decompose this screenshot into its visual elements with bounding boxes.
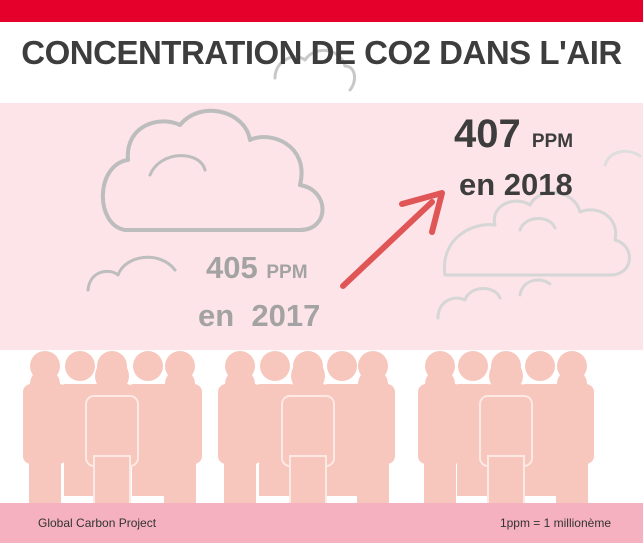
footer-bar: Global Carbon Project 1ppm = 1 millionèm… [0, 503, 643, 543]
value-2018: 407 PPM [454, 112, 573, 157]
cloud-icon [443, 190, 631, 277]
cloud-icon [100, 108, 325, 232]
value-2017-number: 405 [206, 250, 258, 285]
footer-source: Global Carbon Project [38, 516, 157, 530]
page-title: CONCENTRATION DE CO2 DANS L'AIR [21, 34, 622, 71]
cloud-icon [273, 49, 357, 92]
footer-note: 1ppm = 1 millionème [499, 516, 611, 530]
cloud-icon [436, 278, 552, 320]
value-2017: 405 PPM [206, 250, 308, 286]
cloud-icon [86, 255, 177, 292]
value-2018-unit: PPM [531, 131, 574, 152]
value-2018-number: 407 [454, 112, 521, 156]
top-accent-bar [0, 0, 643, 22]
year-2018-label: en 2018 [459, 167, 573, 202]
cloud-icon [603, 149, 642, 167]
year-2017-label: en 2017 [198, 298, 321, 333]
value-2017-unit: PPM [266, 262, 308, 283]
highlight-band [0, 103, 643, 350]
